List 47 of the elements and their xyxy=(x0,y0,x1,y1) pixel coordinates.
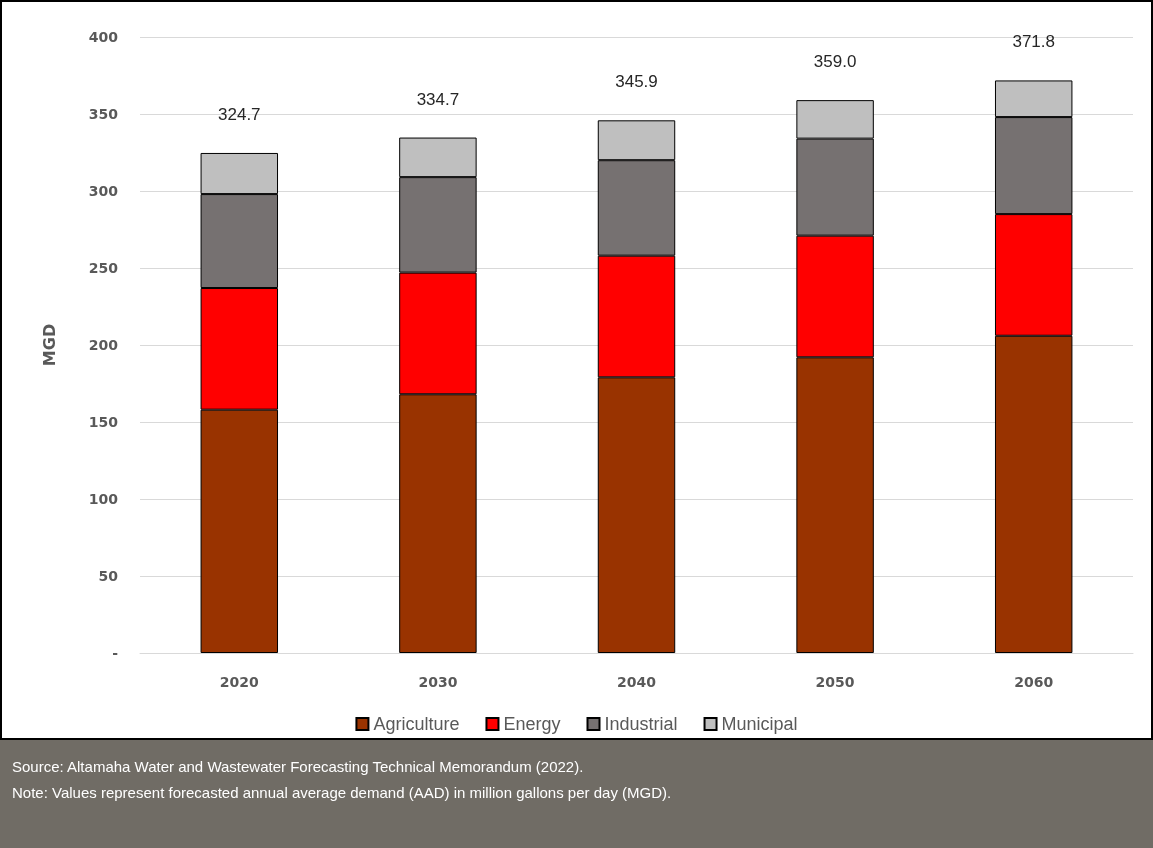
y-tick-label: 250 xyxy=(88,260,119,276)
legend-label: Energy xyxy=(503,714,561,734)
legend-label: Agriculture xyxy=(373,714,460,734)
total-label: 334.7 xyxy=(416,89,460,109)
bar xyxy=(796,235,874,358)
y-tick-label: - xyxy=(112,645,119,661)
legend-label: Municipal xyxy=(721,714,798,734)
bar xyxy=(399,272,477,395)
total-label: 359.0 xyxy=(813,52,857,72)
x-tick-label: 2030 xyxy=(418,674,458,690)
y-tick-label: 50 xyxy=(98,568,119,584)
bar xyxy=(597,160,676,256)
y-tick-label: 350 xyxy=(88,106,119,122)
bar xyxy=(200,288,279,410)
total-label: 371.8 xyxy=(1012,32,1055,52)
bar xyxy=(796,138,874,236)
bar xyxy=(399,137,477,178)
bar xyxy=(597,120,676,161)
bar xyxy=(994,335,1073,653)
y-axis-title: MGD xyxy=(39,323,59,367)
total-label: 324.7 xyxy=(218,104,261,124)
bar xyxy=(399,394,477,653)
bar xyxy=(597,255,676,378)
total-label: 345.9 xyxy=(615,72,658,92)
x-tick-label: 2050 xyxy=(815,674,855,690)
bar xyxy=(994,214,1073,336)
bar xyxy=(200,152,279,195)
footnote-text: Source: Altamaha Water and Wastewater Forecasting Technical Memorandum (2022). xyxy=(12,758,584,775)
y-tick-label: 100 xyxy=(88,491,119,507)
chart-frame: MGD - 50 100 150 200 250 300 350 400 2020 2030 2040 2050 2060 324.7 334.7 345.9 359.0 371.8 Agriculture Energy Industrial Municipal xyxy=(0,0,1153,740)
bar xyxy=(796,357,874,653)
bar xyxy=(994,80,1073,118)
x-tick-label: 2060 xyxy=(1014,674,1054,690)
x-tick-label: 2040 xyxy=(617,674,657,690)
bar xyxy=(994,117,1073,215)
bar xyxy=(200,194,279,289)
x-tick-label: 2020 xyxy=(219,674,260,690)
y-tick-label: 400 xyxy=(88,29,119,45)
bar xyxy=(796,100,874,139)
footnote-text: Note: Values represent forecasted annual average demand (AAD) in million gallons per day (MGD). xyxy=(12,784,672,801)
legend-label: Industrial xyxy=(604,714,678,734)
bar xyxy=(200,409,279,653)
y-tick-label: 150 xyxy=(88,414,119,430)
bar xyxy=(399,177,477,273)
y-tick-label: 300 xyxy=(88,183,119,199)
y-tick-label: 200 xyxy=(88,337,119,353)
bar xyxy=(597,377,676,653)
